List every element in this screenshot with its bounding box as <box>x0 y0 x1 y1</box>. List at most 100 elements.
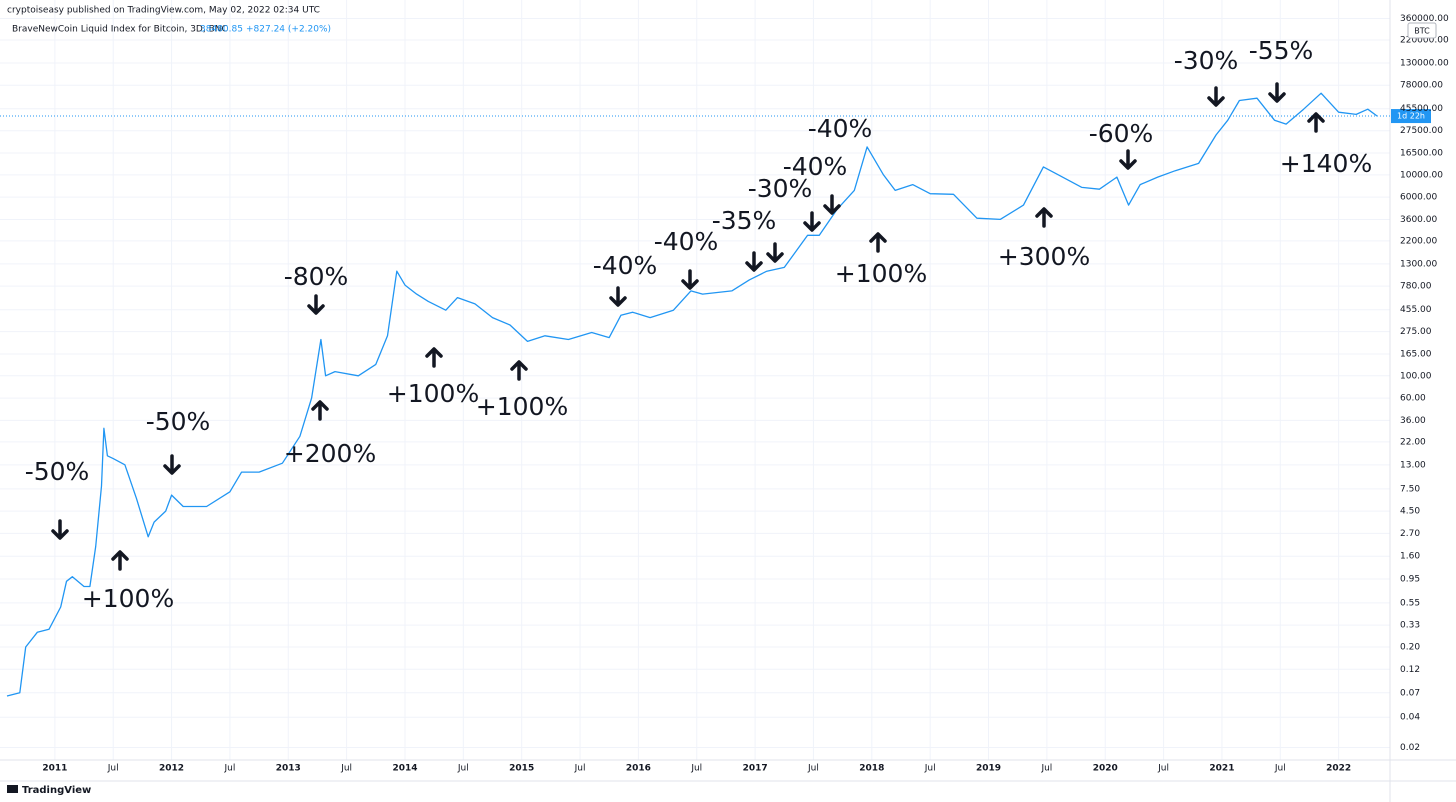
y-tick-label: 36.00 <box>1400 416 1426 426</box>
brand-logo <box>7 785 18 793</box>
annotation-arrow <box>311 400 329 421</box>
y-tick-label: 455.00 <box>1400 305 1432 315</box>
x-tick-label: Jul <box>340 764 352 774</box>
x-tick-label: Jul <box>1274 764 1286 774</box>
annotation-arrow <box>163 454 181 475</box>
annotation-label: -60% <box>1089 119 1154 148</box>
y-tick-label: 2200.00 <box>1400 236 1437 246</box>
annotation-arrow <box>681 269 699 290</box>
x-tick-label: 2011 <box>42 764 67 774</box>
annotation-arrow <box>1268 82 1286 103</box>
x-tick-label: 2016 <box>626 764 651 774</box>
annotation-label: +300% <box>998 242 1090 271</box>
price-change: +827.24 (+2.20%) <box>246 25 331 35</box>
annotation-label: -50% <box>25 457 90 486</box>
annotation-arrow <box>823 194 841 215</box>
annotations: -50%+100%-50%+200%-80%+100%+100%-40%-40%… <box>25 36 1373 613</box>
annotation-label: -30% <box>1174 46 1239 75</box>
annotation-arrow <box>307 294 325 315</box>
y-tick-label: 0.95 <box>1400 574 1420 584</box>
y-tick-label: 1.60 <box>1400 552 1420 562</box>
published-note: cryptoiseasy published on TradingView.co… <box>7 6 320 16</box>
annotation-label: -50% <box>146 407 211 436</box>
annotation-label: -40% <box>593 251 658 280</box>
x-tick-label: Jul <box>574 764 586 774</box>
x-tick-label: Jul <box>807 764 819 774</box>
x-tick-label: 2022 <box>1326 764 1351 774</box>
annotation-arrow <box>1307 112 1325 133</box>
annotation-arrow <box>111 550 129 571</box>
y-tick-label: 360000.00 <box>1400 14 1449 24</box>
annotation-label: +100% <box>835 259 927 288</box>
y-tick-label: 0.12 <box>1400 665 1420 675</box>
y-tick-label: 6000.00 <box>1400 193 1437 203</box>
annotation-arrow <box>1119 149 1137 170</box>
grid <box>0 0 1390 760</box>
annotation-label: -30% <box>748 174 813 203</box>
y-tick-label: 275.00 <box>1400 327 1432 337</box>
x-tick-label: 2012 <box>159 764 184 774</box>
y-tick-label: 100.00 <box>1400 371 1432 381</box>
y-tick-label: 165.00 <box>1400 349 1432 359</box>
currency: BTC <box>1414 27 1430 36</box>
y-tick-label: 780.00 <box>1400 282 1432 292</box>
y-tick-label: 0.07 <box>1400 688 1420 698</box>
y-tick-label: 7.50 <box>1400 484 1420 494</box>
y-tick-label: 0.33 <box>1400 621 1420 631</box>
y-tick-label: 0.20 <box>1400 642 1420 652</box>
annotation-label: -40% <box>783 152 848 181</box>
x-tick-label: 2014 <box>392 764 417 774</box>
annotation-arrow <box>803 211 821 232</box>
x-tick-label: 2015 <box>509 764 534 774</box>
annotation-label: -40% <box>654 227 719 256</box>
annotation-label: -55% <box>1249 36 1314 65</box>
y-tick-label: 45500.00 <box>1400 104 1443 114</box>
annotation-arrow <box>609 286 627 307</box>
x-tick-label: Jul <box>457 764 469 774</box>
y-tick-label: 10000.00 <box>1400 170 1443 180</box>
x-tick-label: 2013 <box>276 764 301 774</box>
annotation-label: +140% <box>1280 149 1372 178</box>
x-tick-label: Jul <box>690 764 702 774</box>
y-tick-label: 27500.00 <box>1400 126 1443 136</box>
annotation-arrow <box>869 232 887 253</box>
y-tick-label: 22.00 <box>1400 437 1426 447</box>
annotation-label: +100% <box>476 392 568 421</box>
x-tick-label: Jul <box>924 764 936 774</box>
y-tick-label: 1300.00 <box>1400 259 1437 269</box>
y-tick-label: 0.02 <box>1400 743 1420 753</box>
y-tick-label: 60.00 <box>1400 394 1426 404</box>
labels: 360000.00 220000.00 130000.00 78000.00 45500… <box>42 14 1449 774</box>
last-price-box <box>1391 109 1431 124</box>
brand: TradingView <box>22 785 91 796</box>
y-tick-label: 3600.00 <box>1400 215 1437 225</box>
y-tick-label: 78000.00 <box>1400 81 1443 91</box>
annotation-label: -35% <box>712 206 777 235</box>
plot: 1d 22h <box>0 92 1431 697</box>
annotation-arrow <box>1207 86 1225 107</box>
x-tick-label: Jul <box>1040 764 1052 774</box>
x-tick-label: Jul <box>1157 764 1169 774</box>
annotation-arrow <box>510 360 528 381</box>
x-tick-label: Jul <box>107 764 119 774</box>
y-tick-label: 4.50 <box>1400 507 1420 517</box>
last-price: 38480.85 <box>200 25 243 35</box>
annotation-arrow <box>1035 207 1053 228</box>
annotation-label: -40% <box>808 114 873 143</box>
x-tick-label: 2017 <box>743 764 768 774</box>
y-tick-label: 0.55 <box>1400 598 1420 608</box>
price-line <box>6 92 1378 697</box>
annotation-arrow <box>745 251 763 272</box>
countdown: 1d 22h <box>1397 112 1425 121</box>
y-tick-label: 2.70 <box>1400 529 1420 539</box>
annotation-arrow <box>425 347 443 368</box>
annotation-label: +100% <box>82 584 174 613</box>
annotation-arrow <box>766 242 784 263</box>
y-tick-label: 220000.00 <box>1400 35 1449 45</box>
x-tick-label: 2021 <box>1209 764 1234 774</box>
y-tick-label: 16500.00 <box>1400 149 1443 159</box>
y-tick-label: 13.00 <box>1400 460 1426 470</box>
annotation-arrow <box>51 519 69 540</box>
